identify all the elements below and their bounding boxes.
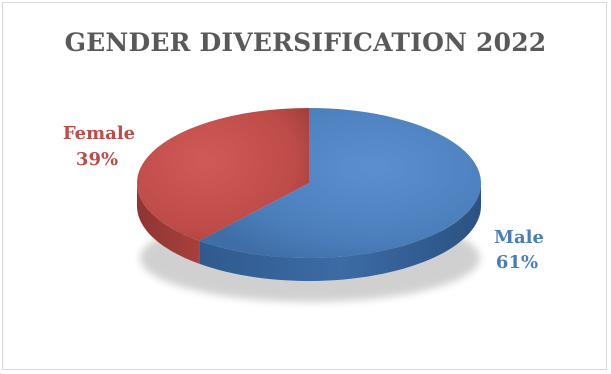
slice-percent-male: 61% xyxy=(496,252,538,273)
slice-percent-female: 39% xyxy=(76,149,118,170)
pie-slice-male xyxy=(199,108,481,258)
pie-side-female xyxy=(137,183,200,264)
slice-label-male: Male xyxy=(494,227,544,248)
chart-title: GENDER DIVERSIFICATION 2022 xyxy=(64,28,547,57)
slice-label-female: Female xyxy=(63,123,135,144)
pie-slices xyxy=(136,108,481,258)
pie-side-male xyxy=(199,183,482,281)
pie-depth xyxy=(137,183,482,281)
pie-slice-female xyxy=(136,108,309,241)
